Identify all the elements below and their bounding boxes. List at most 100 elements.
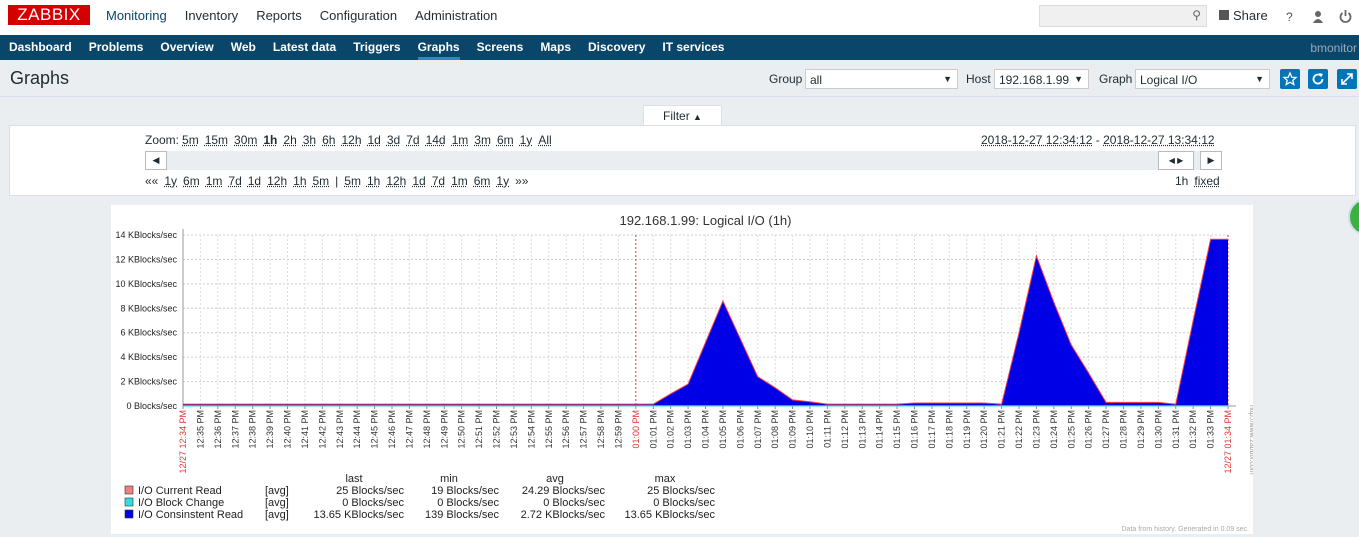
zoom-option[interactable]: 3d [387,133,400,147]
forward-option[interactable]: 7d [432,174,445,188]
scroll-handle[interactable]: ◀ ▶ [1158,151,1194,170]
refresh-button[interactable] [1308,69,1328,89]
x-tick-label: 01:02 PM [666,410,676,449]
x-tick-label: 01:03 PM [683,410,693,449]
menu-item[interactable]: Administration [415,8,497,23]
period: 1h [1175,174,1188,188]
user-name: bmonitor [1310,41,1357,55]
legend-swatch [125,510,133,518]
forward-option[interactable]: 1d [412,174,425,188]
forward-all[interactable]: »» [515,174,528,188]
logo[interactable]: ZABBIX [8,5,90,25]
legend-func: [avg] [265,485,289,497]
logout-icon[interactable] [1339,9,1352,23]
period-info: 1h fixed [1175,174,1220,188]
sub-menu-item[interactable]: Web [231,40,256,60]
back-option[interactable]: 1m [206,174,223,188]
x-tick-label: 12:54 PM [526,410,536,449]
search-box[interactable]: ⚲ [1039,5,1207,27]
back-option[interactable]: 1h [293,174,306,188]
filter-select[interactable]: 192.168.1.99 [994,69,1089,89]
menu-item[interactable]: Reports [256,8,302,23]
legend-stat: 0 Blocks/sec [543,497,605,509]
range-from[interactable]: 2018-12-27 12:34:12 [981,133,1092,147]
zoom-option[interactable]: 2h [283,133,296,147]
zoom-row: Zoom: 5m 15m 30m 1h 2h 3h 6h 12h 1d 3d 7d 14d 1m 3m 6m 1… [145,133,558,147]
x-tick-label: 01:11 PM [822,410,832,448]
zoom-option[interactable]: 1y [520,133,533,147]
range-to[interactable]: 2018-12-27 13:34:12 [1103,133,1214,147]
scroll-right[interactable]: ▶ [1200,151,1222,170]
scroll-left[interactable]: ◀ [145,151,167,170]
sub-menu-item[interactable]: Graphs [418,40,460,60]
period-mode[interactable]: fixed [1194,174,1219,188]
sub-menu-item[interactable]: Triggers [353,40,400,60]
menu-item[interactable]: Inventory [185,8,238,23]
back-option[interactable]: 1d [248,174,261,188]
zoom-option[interactable]: 12h [341,133,361,147]
back-option[interactable]: 1y [164,174,177,188]
zoom-option[interactable]: 5m [182,133,199,147]
x-tick-label: 01:19 PM [962,410,972,449]
zoom-option[interactable]: 6h [322,133,335,147]
sub-menu-item[interactable]: Screens [477,40,524,60]
y-tick-label: 2 KBlocks/sec [120,377,177,387]
zoom-option[interactable]: 3m [474,133,491,147]
x-tick-label: 12:51 PM [474,410,484,449]
sub-menu-item[interactable]: Problems [89,40,144,60]
zoom-option[interactable]: 15m [205,133,228,147]
sub-menu-item[interactable]: Maps [540,40,571,60]
back-option[interactable]: 12h [267,174,287,188]
y-tick-label: 14 KBlocks/sec [115,230,177,240]
back-option[interactable]: 7d [228,174,241,188]
zoom-option[interactable]: 1d [368,133,381,147]
x-tick-label: 12:40 PM [283,410,293,449]
status-badge[interactable] [1348,198,1359,236]
filter-tab[interactable]: Filter ▲ [643,105,722,126]
forward-option[interactable]: 12h [386,174,406,188]
zoom-option[interactable]: All [538,133,551,147]
y-tick-label: 8 KBlocks/sec [120,303,177,313]
forward-option[interactable]: 1h [367,174,380,188]
legend-stat: 2.72 KBlocks/sec [521,509,606,521]
back-option[interactable]: 5m [313,174,330,188]
x-tick-label: 12:52 PM [492,410,502,449]
user-icon[interactable] [1312,10,1324,23]
menu-item[interactable]: Configuration [320,8,397,23]
zoom-option[interactable]: 3h [303,133,316,147]
sub-menu-item[interactable]: IT services [662,40,724,60]
forward-option[interactable]: 5m [344,174,361,188]
fullscreen-button[interactable] [1337,69,1357,89]
x-tick-label: 01:33 PM [1206,410,1216,449]
time-range: 2018-12-27 12:34:12 - 2018-12-27 13:34:1… [981,133,1215,147]
zoom-option[interactable]: 1m [452,133,469,147]
share-link[interactable]: Share [1233,8,1268,23]
back-all[interactable]: «« [145,174,158,188]
zoom-option[interactable]: 7d [406,133,419,147]
sub-menu-item[interactable]: Latest data [273,40,336,60]
zoom-option[interactable]: 1h [263,133,277,147]
top-bar: ZABBIX Monitoring Inventory Reports Configu… [0,0,1359,35]
sub-menu-items: Dashboard Problems Overview Web Latest data T… [9,40,724,60]
sub-menu-item[interactable]: Overview [160,40,213,60]
x-tick-label: 12:46 PM [387,410,397,449]
menu-item[interactable]: Monitoring [106,8,167,23]
x-tick-label: 12:55 PM [544,410,554,449]
graph-container: 192.168.1.99: Logical I/O (1h) 0 Blocks/s… [111,205,1253,534]
forward-option[interactable]: 6m [474,174,491,188]
favourite-button[interactable] [1280,69,1300,89]
filter-select[interactable]: all [805,69,958,89]
zoom-option[interactable]: 30m [234,133,257,147]
x-tick-label: 01:14 PM [875,410,885,449]
help-link[interactable]: ? [1286,10,1293,24]
range-separator: - [1092,133,1103,147]
back-option[interactable]: 6m [183,174,200,188]
forward-option[interactable]: 1m [451,174,468,188]
sub-menu-item[interactable]: Dashboard [9,40,72,60]
sub-menu-item[interactable]: Discovery [588,40,645,60]
filter-select[interactable]: Logical I/O [1135,69,1270,89]
forward-option[interactable]: 1y [496,174,509,188]
zoom-option[interactable]: 6m [497,133,514,147]
x-tick-label: 01:04 PM [701,410,711,449]
zoom-option[interactable]: 14d [426,133,446,147]
